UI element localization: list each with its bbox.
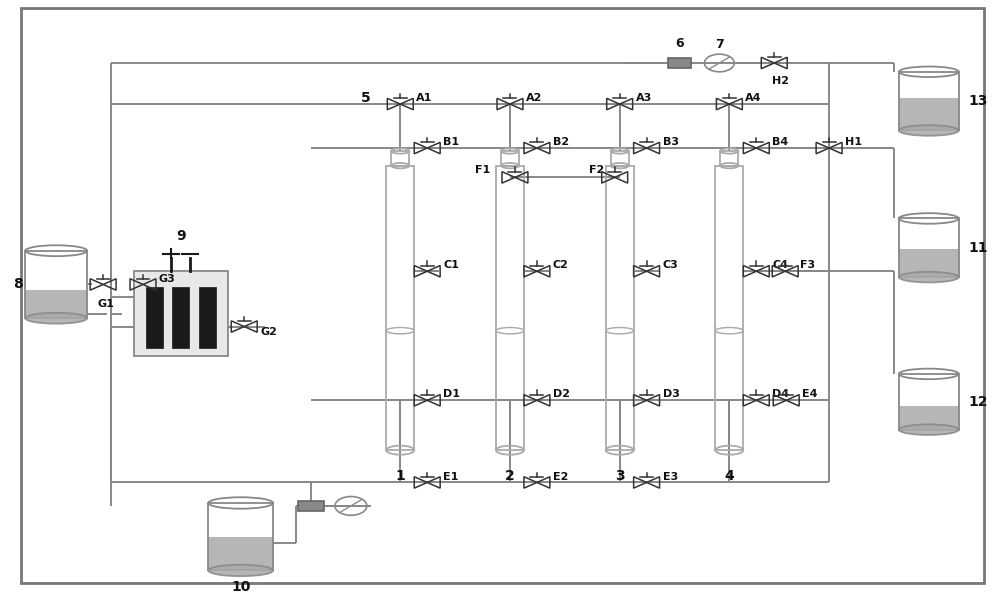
Text: G1: G1 <box>98 299 115 309</box>
Bar <box>715 165 743 450</box>
Text: A3: A3 <box>636 93 652 103</box>
Text: 4: 4 <box>724 469 734 483</box>
Bar <box>25 290 87 318</box>
Text: 10: 10 <box>231 580 250 594</box>
Text: E1: E1 <box>443 472 459 482</box>
Text: A2: A2 <box>526 93 542 103</box>
Text: B1: B1 <box>443 137 459 147</box>
Text: C1: C1 <box>443 260 459 270</box>
Text: G3: G3 <box>159 273 176 284</box>
Text: F2: F2 <box>589 165 605 176</box>
Text: H1: H1 <box>845 137 862 147</box>
Bar <box>899 406 959 430</box>
Text: 5: 5 <box>361 91 370 105</box>
Bar <box>720 151 738 165</box>
Text: D2: D2 <box>553 389 570 399</box>
Text: A1: A1 <box>416 93 433 103</box>
Bar <box>208 537 273 571</box>
Text: B3: B3 <box>663 137 679 147</box>
Text: F3: F3 <box>800 260 815 270</box>
Text: H2: H2 <box>772 76 789 86</box>
Bar <box>899 249 959 277</box>
Text: C2: C2 <box>553 260 569 270</box>
Text: B2: B2 <box>553 137 569 147</box>
Text: 6: 6 <box>675 37 684 50</box>
Text: E3: E3 <box>663 472 678 482</box>
Text: G2: G2 <box>260 327 277 337</box>
Text: E2: E2 <box>553 472 568 482</box>
Bar <box>899 72 959 131</box>
Text: 12: 12 <box>969 395 988 409</box>
Text: D4: D4 <box>772 389 789 399</box>
Bar <box>668 58 691 68</box>
Text: A4: A4 <box>745 93 762 103</box>
Bar <box>496 165 524 450</box>
Text: E4: E4 <box>802 389 818 399</box>
Bar <box>899 219 959 277</box>
Bar <box>501 151 519 165</box>
Ellipse shape <box>899 272 959 282</box>
Text: 13: 13 <box>969 94 988 108</box>
Bar <box>25 251 87 318</box>
Bar <box>899 98 959 131</box>
Text: 2: 2 <box>505 469 515 483</box>
Text: D1: D1 <box>443 389 460 399</box>
Bar <box>899 374 959 430</box>
Text: 11: 11 <box>969 241 988 255</box>
Text: C4: C4 <box>772 260 788 270</box>
Ellipse shape <box>208 565 273 576</box>
Text: F1: F1 <box>475 165 490 176</box>
Text: 7: 7 <box>715 38 724 51</box>
Bar <box>146 287 163 348</box>
Text: D3: D3 <box>663 389 679 399</box>
Text: 9: 9 <box>176 229 186 243</box>
Text: C3: C3 <box>663 260 678 270</box>
Bar <box>606 165 634 450</box>
Text: 1: 1 <box>395 469 405 483</box>
Ellipse shape <box>25 313 87 324</box>
Bar <box>208 503 273 571</box>
Text: B4: B4 <box>772 137 788 147</box>
Bar <box>134 271 228 356</box>
Ellipse shape <box>899 424 959 435</box>
Bar <box>298 501 324 511</box>
Text: 8: 8 <box>13 278 23 291</box>
Bar <box>391 151 409 165</box>
Ellipse shape <box>899 125 959 136</box>
Bar <box>172 287 189 348</box>
Bar <box>199 287 216 348</box>
Text: 3: 3 <box>615 469 624 483</box>
Bar <box>386 165 414 450</box>
Bar <box>611 151 629 165</box>
